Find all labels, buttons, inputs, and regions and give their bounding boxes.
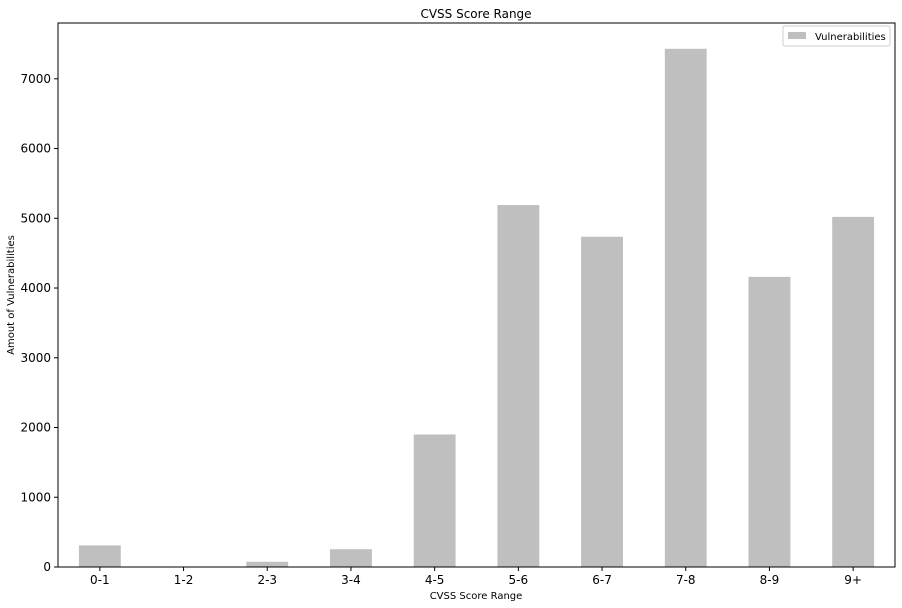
x-tick-label: 7-8 [676, 573, 696, 587]
x-axis: 0-1 1-2 2-3 3-4 4-5 5-6 6-7 7-8 8-9 9+ [90, 567, 862, 587]
plot-frame [57, 22, 896, 568]
x-tick-label: 3-4 [341, 573, 361, 587]
y-tick-label: 4000 [20, 281, 51, 295]
legend-label-vulnerabilities: Vulnerabilities [815, 32, 886, 43]
bars-group [78, 48, 875, 568]
x-tick-label: 8-9 [760, 573, 780, 587]
x-axis-label: CVSS Score Range [430, 591, 523, 602]
y-tick-label: 5000 [20, 211, 51, 225]
x-tick-label: 9+ [844, 573, 862, 587]
x-tick-label: 1-2 [174, 573, 194, 587]
bar-3-4 [330, 549, 372, 567]
chart-title: CVSS Score Range [420, 7, 531, 21]
legend-box [782, 25, 891, 47]
bar-7-8 [664, 48, 707, 568]
x-tick-label: 2-3 [257, 573, 277, 587]
y-tick-label: 7000 [20, 72, 51, 86]
x-tick-label: 5-6 [509, 573, 529, 587]
x-tick-label: 4-5 [425, 573, 445, 587]
y-axis: 0 1000 2000 3000 4000 5000 6000 7000 [20, 72, 58, 574]
bar-5-6 [497, 205, 540, 567]
bar-6-7 [581, 236, 623, 567]
legend-swatch [788, 32, 806, 39]
bar-4-5 [413, 434, 456, 567]
y-tick-label: 1000 [20, 490, 51, 504]
y-tick-label: 6000 [20, 142, 51, 156]
bar-0-1 [78, 545, 121, 567]
y-tick-label: 3000 [20, 351, 51, 365]
x-tick-label: 0-1 [90, 573, 110, 587]
x-tick-label: 6-7 [592, 573, 612, 587]
legend: Vulnerabilities [782, 25, 891, 47]
bar-9+ [832, 216, 875, 567]
y-tick-label: 2000 [20, 421, 51, 435]
bar-2-3 [246, 561, 289, 567]
y-axis-label: Amout of Vulnerabilities [6, 235, 17, 355]
y-tick-label: 0 [43, 560, 51, 574]
bar-8-9 [748, 276, 791, 567]
